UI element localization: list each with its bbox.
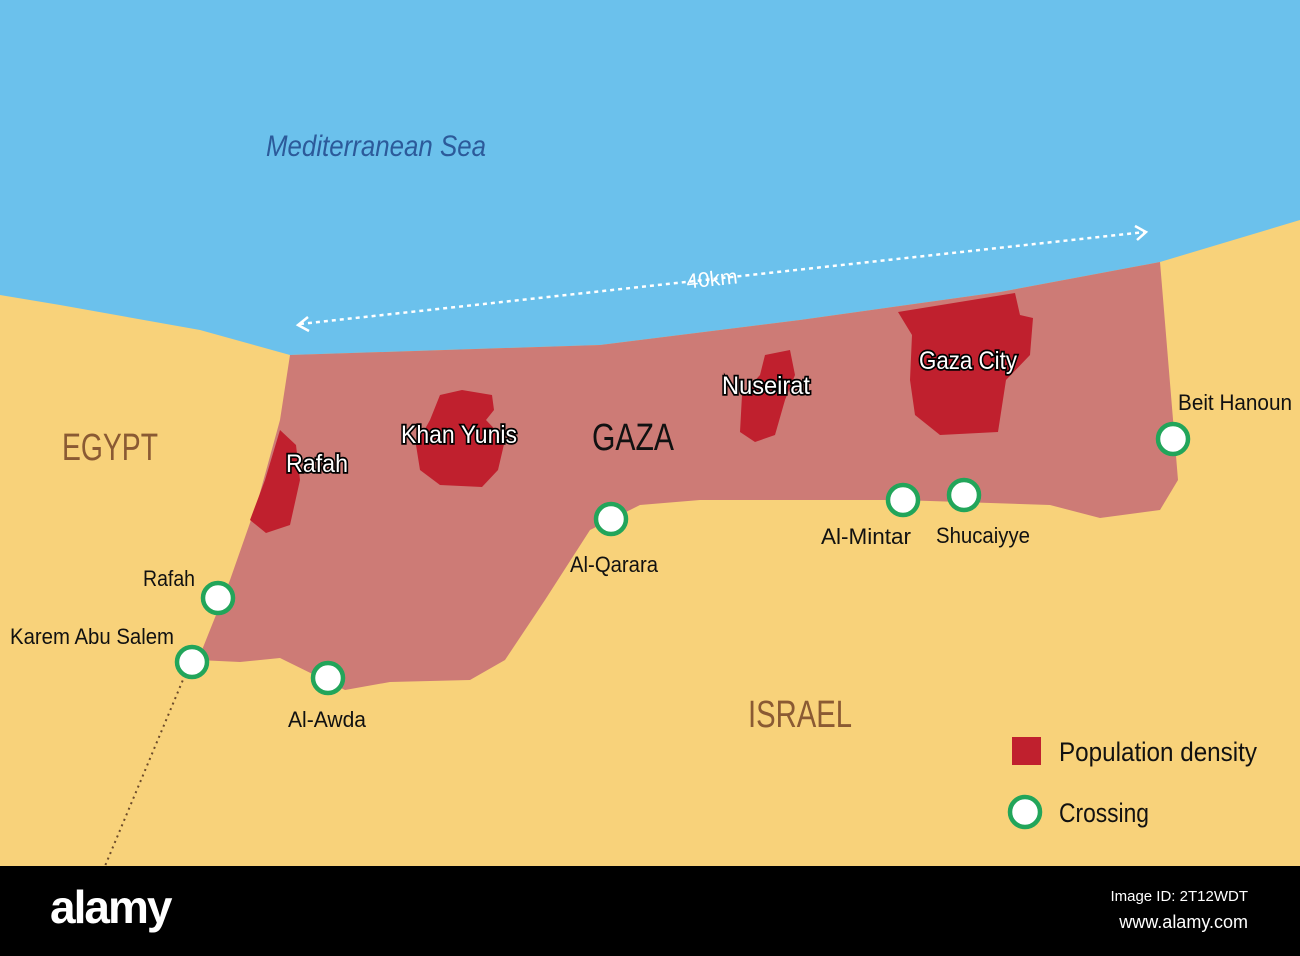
city-rafah: Rafah <box>286 450 348 478</box>
crossing-al-qarara-label: Al-Qarara <box>570 552 659 577</box>
sea-label: Mediterranean Sea <box>266 130 486 163</box>
city-khan-yunis: Khan Yunis <box>401 421 517 449</box>
distance-arrow <box>295 224 1149 333</box>
density-nuseirat <box>740 350 795 442</box>
sea <box>0 0 1300 355</box>
alamy-logo: alamy <box>50 881 172 933</box>
distance-label: 40km <box>685 265 738 293</box>
region-gaza: GAZA <box>592 417 675 459</box>
watermark-url: www.alamy.com <box>1119 912 1248 932</box>
country-egypt: EGYPT <box>62 427 158 469</box>
country-israel: ISRAEL <box>748 694 852 736</box>
legend-density-swatch <box>1012 737 1041 765</box>
crossing-shucaiyye-marker <box>946 477 982 513</box>
legend-crossing-marker <box>1007 794 1043 830</box>
crossing-beit-hanoun-marker <box>1155 421 1191 457</box>
crossing-al-awda-label: Al-Awda <box>288 707 367 732</box>
watermark-footer: alamy Image ID: 2T12WDT www.alamy.com <box>0 866 1300 956</box>
border-line <box>104 674 186 867</box>
crossing-rafah-marker <box>200 580 236 616</box>
crossing-shucaiyye-label: Shucaiyye <box>936 523 1030 548</box>
density-rafah <box>250 430 300 533</box>
legend-crossing-label: Crossing <box>1059 798 1149 828</box>
image-id: Image ID: 2T12WDT <box>1110 888 1248 905</box>
legend: Population density Crossing <box>1007 737 1257 830</box>
crossing-karem-abu-salem-label: Karem Abu Salem <box>10 624 174 649</box>
crossing-rafah-label: Rafah <box>143 566 195 591</box>
crossing-al-awda-marker <box>310 660 346 696</box>
city-nuseirat: Nuseirat <box>722 372 810 400</box>
legend-density-label: Population density <box>1059 737 1257 767</box>
crossing-karem-abu-salem-marker <box>174 644 210 680</box>
crossing-al-mintar-label: Al-Mintar <box>821 524 911 549</box>
density-gaza-city <box>898 293 1033 435</box>
gaza-map: 40km Mediterranean Sea EGYPT ISRAEL GAZA… <box>0 0 1300 867</box>
city-gaza-city: Gaza City <box>919 347 1017 375</box>
crossing-beit-hanoun-label: Beit Hanoun <box>1178 390 1292 415</box>
crossing-al-qarara-marker <box>593 501 629 537</box>
density-khan-yunis <box>416 390 505 487</box>
crossing-al-mintar-marker <box>885 482 921 518</box>
